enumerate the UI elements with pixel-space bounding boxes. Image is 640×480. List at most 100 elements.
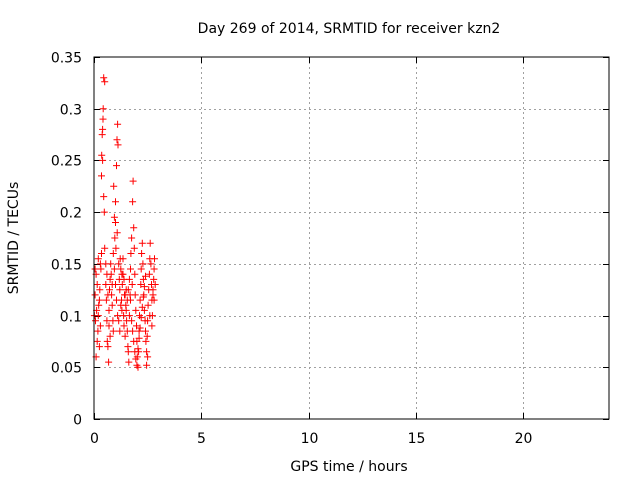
data-point [128, 281, 136, 288]
data-point [133, 322, 140, 330]
data-point [112, 198, 119, 206]
data-point [130, 244, 138, 252]
data-point [119, 255, 127, 263]
data-point [102, 296, 110, 304]
data-point [105, 358, 113, 366]
data-point [109, 327, 117, 335]
data-point [109, 250, 117, 257]
data-point [128, 317, 136, 325]
data-point [96, 286, 104, 294]
data-point [103, 270, 111, 278]
data-point [105, 322, 113, 330]
data-point [104, 291, 112, 299]
data-point [115, 317, 123, 325]
data-point [103, 337, 111, 345]
data-point [112, 244, 120, 252]
data-point [100, 193, 108, 201]
data-point [127, 296, 134, 304]
data-point [98, 250, 105, 257]
data-point [98, 172, 105, 180]
y-tick-label: 0.05 [51, 361, 82, 377]
data-point [130, 337, 138, 345]
data-point [94, 327, 102, 335]
data-point [145, 270, 153, 278]
data-point [106, 275, 114, 283]
data-point [113, 162, 120, 170]
data-point [93, 337, 101, 345]
data-point [113, 296, 120, 304]
data-point [140, 283, 148, 291]
data-point [121, 332, 129, 340]
data-point [105, 306, 113, 314]
data-point [94, 255, 102, 263]
data-point [148, 322, 156, 330]
data-point [110, 182, 118, 190]
data-point [99, 156, 107, 164]
data-point [102, 260, 110, 268]
data-point [129, 198, 137, 206]
data-point [108, 301, 116, 309]
data-point [106, 286, 113, 294]
data-point [150, 296, 158, 304]
x-tick-label: 0 [90, 431, 99, 447]
data-point [146, 239, 154, 247]
y-tick-label: 0.3 [60, 103, 82, 119]
data-point [122, 306, 130, 314]
data-point [117, 301, 125, 309]
data-point [131, 348, 139, 356]
y-tick-label: 0.1 [60, 310, 82, 326]
data-points [90, 74, 159, 371]
data-point [104, 343, 112, 351]
data-point [142, 337, 150, 345]
data-point [98, 151, 106, 159]
data-point [118, 270, 126, 278]
data-point [102, 281, 110, 288]
data-point [144, 301, 152, 309]
data-point [91, 291, 99, 299]
data-point [138, 250, 146, 257]
data-point [147, 260, 155, 268]
data-point [91, 265, 99, 273]
data-point [111, 234, 119, 242]
data-point [136, 296, 144, 304]
data-point [129, 327, 137, 335]
data-point [113, 136, 121, 144]
data-point [120, 322, 128, 330]
data-point [127, 250, 135, 257]
data-point [133, 361, 141, 369]
ticks: 0 0.05 0.1 0.15 0.2 0.25 0.3 0.35 0 5 10 15 20 [51, 51, 609, 447]
x-tick-label: 20 [515, 431, 533, 447]
data-point [144, 317, 152, 325]
data-point [110, 265, 118, 273]
data-point [121, 291, 129, 299]
data-point [112, 281, 119, 288]
data-point [125, 312, 133, 320]
data-point [146, 312, 154, 320]
data-point [131, 291, 139, 299]
y-tick-label: 0.2 [60, 206, 82, 222]
data-point [135, 334, 143, 342]
data-point [137, 314, 145, 322]
data-point [151, 281, 159, 288]
data-point [139, 260, 147, 268]
data-point [138, 239, 146, 247]
data-point [136, 324, 144, 332]
data-point [100, 208, 108, 216]
data-point [106, 332, 114, 340]
data-point [125, 358, 133, 366]
x-tick-label: 10 [301, 431, 319, 447]
data-point [132, 355, 140, 363]
data-point [137, 265, 145, 273]
data-point [150, 275, 158, 283]
data-point [114, 312, 122, 320]
y-tick-label: 0 [73, 413, 82, 429]
data-point [92, 317, 99, 325]
data-point [101, 244, 109, 252]
data-point [142, 272, 149, 280]
data-point [143, 348, 151, 356]
data-point [96, 322, 104, 330]
data-point [99, 125, 107, 133]
data-point [103, 317, 111, 325]
